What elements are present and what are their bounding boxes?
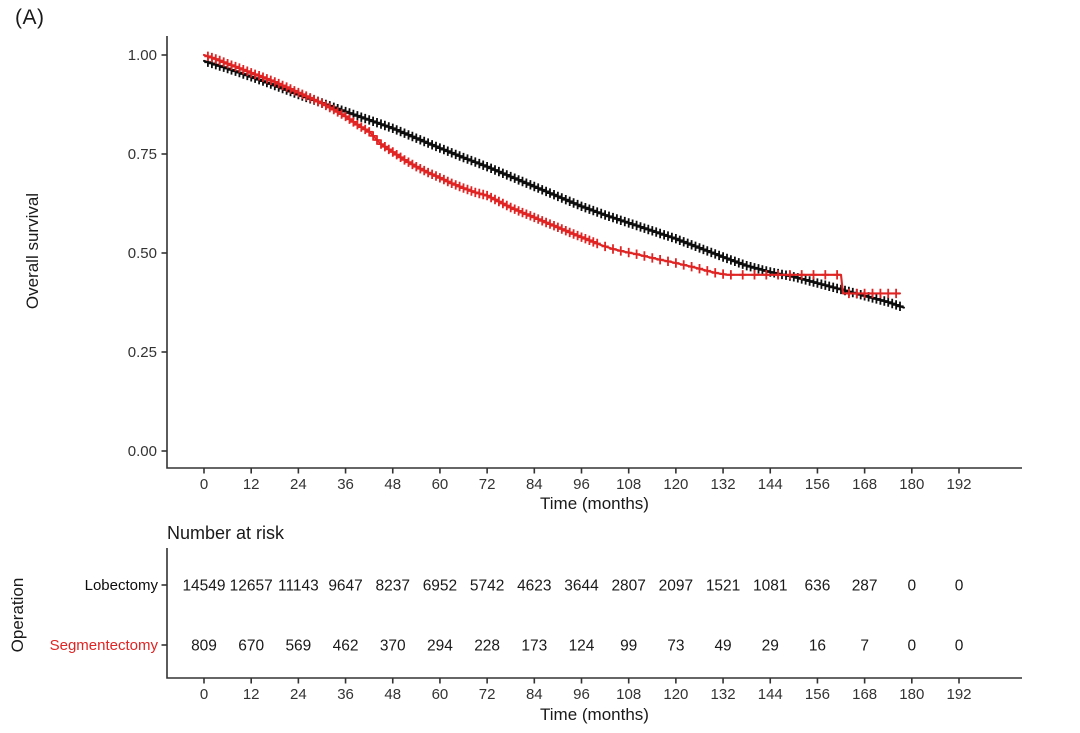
risk-value: 0 [908, 638, 917, 655]
risk-value: 73 [667, 638, 684, 655]
risk-value: 9647 [328, 578, 362, 595]
y-tick-label: 0.00 [128, 443, 157, 460]
risk-value: 124 [569, 638, 595, 655]
risk-value: 670 [238, 638, 264, 655]
risk-x-tick-label: 108 [616, 686, 641, 703]
risk-x-tick-label: 144 [758, 686, 783, 703]
risk-value: 569 [285, 638, 311, 655]
risk-value: 2097 [659, 578, 693, 595]
x-tick-label: 36 [337, 476, 354, 493]
x-tick-label: 12 [243, 476, 260, 493]
number-at-risk-title: Number at risk [167, 523, 285, 543]
risk-value: 29 [762, 638, 779, 655]
risk-value: 5742 [470, 578, 504, 595]
risk-value: 0 [955, 578, 964, 595]
risk-value: 16 [809, 638, 826, 655]
y-axis-label: Overall survival [23, 192, 42, 310]
y-tick-label: 0.50 [128, 245, 157, 262]
panel-label: (A) [15, 6, 45, 29]
risk-x-tick-label: 132 [711, 686, 736, 703]
risk-x-tick-label: 12 [243, 686, 260, 703]
risk-value: 294 [427, 638, 453, 655]
risk-value: 228 [474, 638, 500, 655]
risk-value: 636 [805, 578, 831, 595]
x-axis-label-risk-table: Time (months) [540, 705, 649, 724]
censor-marks-segmentectomy [204, 51, 900, 299]
risk-value: 6952 [423, 578, 457, 595]
risk-value: 4623 [517, 578, 551, 595]
risk-value: 173 [521, 638, 547, 655]
x-tick-label: 60 [432, 476, 449, 493]
risk-x-tick-label: 96 [573, 686, 590, 703]
risk-x-tick-label: 180 [899, 686, 924, 703]
risk-value: 8237 [376, 578, 410, 595]
risk-x-tick-label: 24 [290, 686, 307, 703]
x-tick-label: 156 [805, 476, 830, 493]
y-tick-label: 0.75 [128, 146, 157, 163]
risk-value: 11143 [278, 578, 319, 595]
risk-value: 462 [333, 638, 359, 655]
risk-x-tick-label: 72 [479, 686, 496, 703]
risk-value: 0 [955, 638, 964, 655]
x-tick-label: 96 [573, 476, 590, 493]
risk-table-axes [166, 548, 1022, 679]
risk-x-tick-label: 168 [852, 686, 877, 703]
risk-x-tick-label: 156 [805, 686, 830, 703]
x-tick-label: 192 [946, 476, 971, 493]
x-tick-label: 24 [290, 476, 307, 493]
x-tick-label: 72 [479, 476, 496, 493]
risk-x-tick-label: 36 [337, 686, 354, 703]
x-tick-label: 48 [384, 476, 401, 493]
risk-x-tick-label: 48 [384, 686, 401, 703]
x-tick-label: 132 [711, 476, 736, 493]
risk-x-tick-label: 84 [526, 686, 543, 703]
risk-value: 2807 [611, 578, 645, 595]
x-tick-label: 0 [200, 476, 208, 493]
y-tick-label: 0.25 [128, 344, 157, 361]
x-tick-label: 84 [526, 476, 543, 493]
risk-value: 370 [380, 638, 406, 655]
risk-x-tick-label: 60 [432, 686, 449, 703]
risk-value: 14549 [182, 578, 225, 595]
x-tick-label: 168 [852, 476, 877, 493]
risk-x-tick-label: 120 [663, 686, 688, 703]
x-tick-label: 120 [663, 476, 688, 493]
risk-value: 287 [852, 578, 878, 595]
risk-value: 12657 [230, 578, 273, 595]
x-tick-label: 180 [899, 476, 924, 493]
risk-row-label-lobectomy: Lobectomy [84, 577, 158, 594]
x-tick-label: 108 [616, 476, 641, 493]
x-axis-label-main: Time (months) [540, 494, 649, 513]
survival-curve-segmentectomy [202, 53, 902, 295]
risk-x-tick-label: 192 [946, 686, 971, 703]
x-tick-label: 144 [758, 476, 783, 493]
risk-value: 809 [191, 638, 217, 655]
risk-value: 99 [620, 638, 637, 655]
risk-value: 1081 [753, 578, 787, 595]
y-tick-label: 1.00 [128, 47, 157, 64]
risk-value: 7 [860, 638, 869, 655]
risk-row-label-segmentectomy: Segmentectomy [49, 637, 158, 654]
risk-value: 49 [714, 638, 731, 655]
risk-x-tick-label: 0 [200, 686, 208, 703]
main-axes [166, 36, 1022, 469]
risk-value: 0 [908, 578, 917, 595]
risk-value: 1521 [706, 578, 740, 595]
risk-value: 3644 [564, 578, 599, 595]
